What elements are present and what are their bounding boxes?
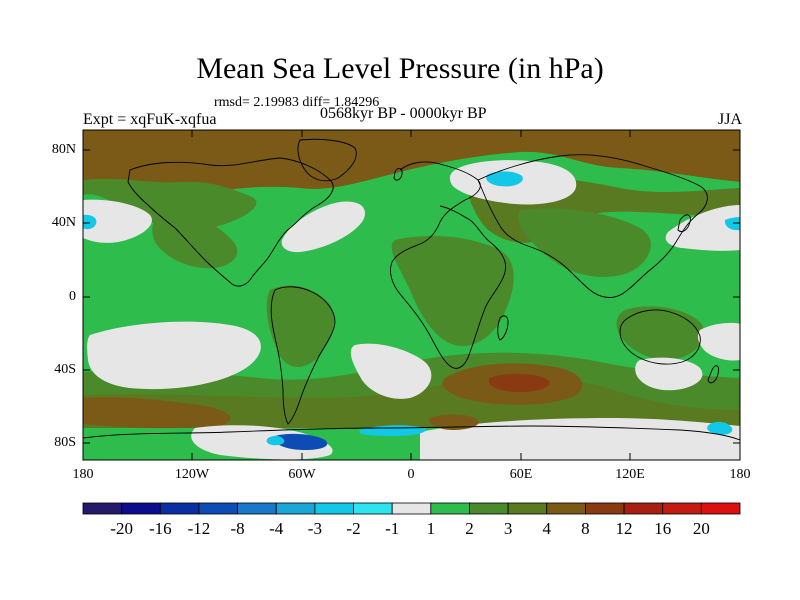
field-arctic-olive — [83, 178, 257, 230]
field-pale-natl — [281, 201, 366, 253]
colorbar-label: -8 — [230, 519, 245, 538]
colorbar-label: 20 — [692, 519, 710, 538]
coast-north-america — [127, 157, 334, 287]
lat-label-40n: 40N — [51, 215, 76, 230]
field-brown-sw — [83, 397, 231, 429]
colorbar-swatch — [82, 502, 123, 515]
field-pale-satl — [350, 343, 432, 399]
colorbar-label: 16 — [654, 519, 672, 538]
colorbar-swatch — [430, 502, 470, 515]
colorbar-swatch — [469, 502, 509, 515]
field-arctic-brown — [83, 130, 740, 197]
field-antarctic-pale-west — [191, 425, 333, 460]
field-pale-se-pacific — [87, 321, 261, 390]
colorbar-swatch — [237, 502, 277, 515]
colorbar-swatch — [391, 502, 432, 515]
lon-label-60e: 60E — [509, 467, 533, 482]
coast-uk — [393, 167, 403, 181]
colorbar-label: 1 — [426, 519, 436, 538]
colorbar-label: 2 — [465, 519, 474, 538]
stats-label: rmsd= 2.19983 diff= 1.84296 — [214, 95, 380, 110]
lon-label-120e: 120E — [615, 467, 645, 482]
coast-south-america — [270, 286, 336, 425]
colorbar-label: -4 — [269, 519, 284, 538]
field-pale-sw-pacific — [697, 322, 740, 361]
field-antarctic-brown-east — [429, 414, 479, 430]
field-antarctic-cyan — [266, 435, 285, 446]
field-cyan-nw — [83, 214, 97, 230]
coast-australia — [619, 309, 701, 365]
colorbar-label: -16 — [148, 519, 172, 538]
field-cyan-ne — [724, 217, 740, 231]
colorbar-swatch — [121, 502, 161, 515]
season-label: JJA — [717, 111, 742, 128]
colorbar-swatch — [507, 502, 548, 515]
period-label: 0568kyr BP - 0000kyr BP — [320, 105, 487, 122]
colorbar-swatch — [700, 502, 741, 515]
colorbar-label: 12 — [615, 519, 633, 538]
coast-new-zealand — [707, 365, 719, 384]
colorbar-swatch — [662, 502, 702, 515]
field-pale-south-indian — [635, 357, 703, 391]
colorbar-label: 4 — [542, 519, 552, 538]
colorbar-swatch — [546, 502, 586, 515]
lat-label-0: 0 — [69, 289, 76, 304]
colorbar-swatch — [159, 502, 200, 515]
lon-label-0: 0 — [407, 467, 415, 482]
colorbar-swatch — [198, 502, 238, 515]
colorbar-label: -1 — [385, 519, 400, 538]
field-pale-ne — [665, 205, 740, 251]
lon-label-120w: 120W — [174, 467, 210, 482]
experiment-label: Expt = xqFuK-xqfua — [83, 111, 217, 128]
coast-europe-africa — [389, 161, 507, 369]
lat-label-80n: 80N — [51, 142, 76, 157]
chart-title: Mean Sea Level Pressure (in hPa) — [196, 52, 604, 85]
colorbar-swatch — [275, 502, 316, 515]
field-southern-rust — [488, 373, 550, 392]
colorbar-label: -3 — [307, 519, 322, 538]
field-olive-namerica — [152, 213, 238, 269]
field-olive-samerica — [266, 285, 335, 367]
colorbar-label: -2 — [346, 519, 361, 538]
coast-antarctica — [83, 425, 740, 441]
field-olive-australia — [616, 306, 704, 360]
colorbar-label: -20 — [110, 519, 133, 538]
coast-japan — [677, 214, 691, 233]
colorbar — [82, 502, 741, 515]
lon-label-180e: 180 — [729, 467, 751, 482]
coastlines — [83, 138, 740, 441]
colorbar-label: 8 — [581, 519, 590, 538]
axis-ticks — [83, 130, 740, 460]
field-olive-asia — [518, 208, 651, 277]
colorbar-swatch — [314, 502, 354, 515]
colorbar-swatch — [623, 502, 664, 515]
lon-label-60w: 60W — [288, 467, 316, 482]
colorbar-swatch — [585, 502, 625, 515]
colorbar-label: 3 — [503, 519, 513, 538]
field-antarctic-blue — [274, 433, 328, 450]
field-pale-nw — [83, 199, 152, 243]
field-cyan-sib — [486, 171, 523, 187]
colorbar-label: -12 — [187, 519, 211, 538]
coast-greenland — [297, 138, 357, 182]
pressure-field — [83, 130, 740, 460]
field-antarctic-pale-east — [420, 418, 740, 460]
colorbar-swatch — [353, 502, 393, 515]
coast-madagascar — [497, 315, 509, 341]
coast-asia — [477, 154, 708, 298]
lat-label-80s: 80S — [54, 435, 76, 450]
lon-label-180w: 180 — [72, 467, 94, 482]
field-olive-africa — [391, 235, 514, 346]
lat-label-40s: 40S — [54, 362, 76, 377]
field-antarctic-cyan-far — [707, 421, 733, 435]
